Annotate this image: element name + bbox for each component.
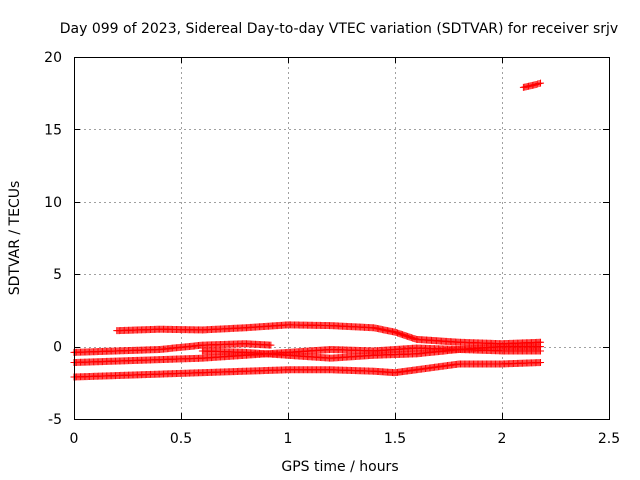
- series-track-b: [70, 340, 275, 356]
- y-tick-label: 10: [44, 195, 62, 211]
- y-axis-label: SDTVAR / TECUs: [7, 181, 23, 296]
- data-point: [267, 341, 275, 349]
- x-tick-label: 1.5: [384, 431, 406, 447]
- x-tick-label: 2: [498, 431, 507, 447]
- x-tick-label: 1: [284, 431, 293, 447]
- data-marks: [70, 79, 545, 381]
- data-point: [537, 359, 545, 367]
- y-tick-label: 15: [44, 122, 62, 138]
- plot-frame: [74, 57, 610, 420]
- x-tick-label: 2.5: [598, 431, 620, 447]
- data-point: [537, 347, 545, 355]
- series-track-d: [198, 345, 545, 362]
- data-point: [537, 79, 545, 87]
- series-track-a: [113, 321, 545, 348]
- x-axis-label: GPS time / hours: [281, 459, 398, 475]
- x-tick-label: 0.5: [170, 431, 192, 447]
- y-tick-label: 0: [53, 340, 62, 356]
- series-track-f: [519, 79, 545, 91]
- series-track-e: [70, 359, 545, 381]
- y-tick-label: 5: [53, 267, 62, 283]
- x-tick-label: 0: [70, 431, 79, 447]
- chart-title: Day 099 of 2023, Sidereal Day-to-day VTE…: [60, 21, 618, 37]
- y-tick-label: -5: [48, 412, 62, 428]
- axis-ticks: 0 0.5 1 1.5 2 2.5 -5 0 5 10 15 20: [44, 50, 620, 447]
- y-tick-label: 20: [44, 50, 62, 66]
